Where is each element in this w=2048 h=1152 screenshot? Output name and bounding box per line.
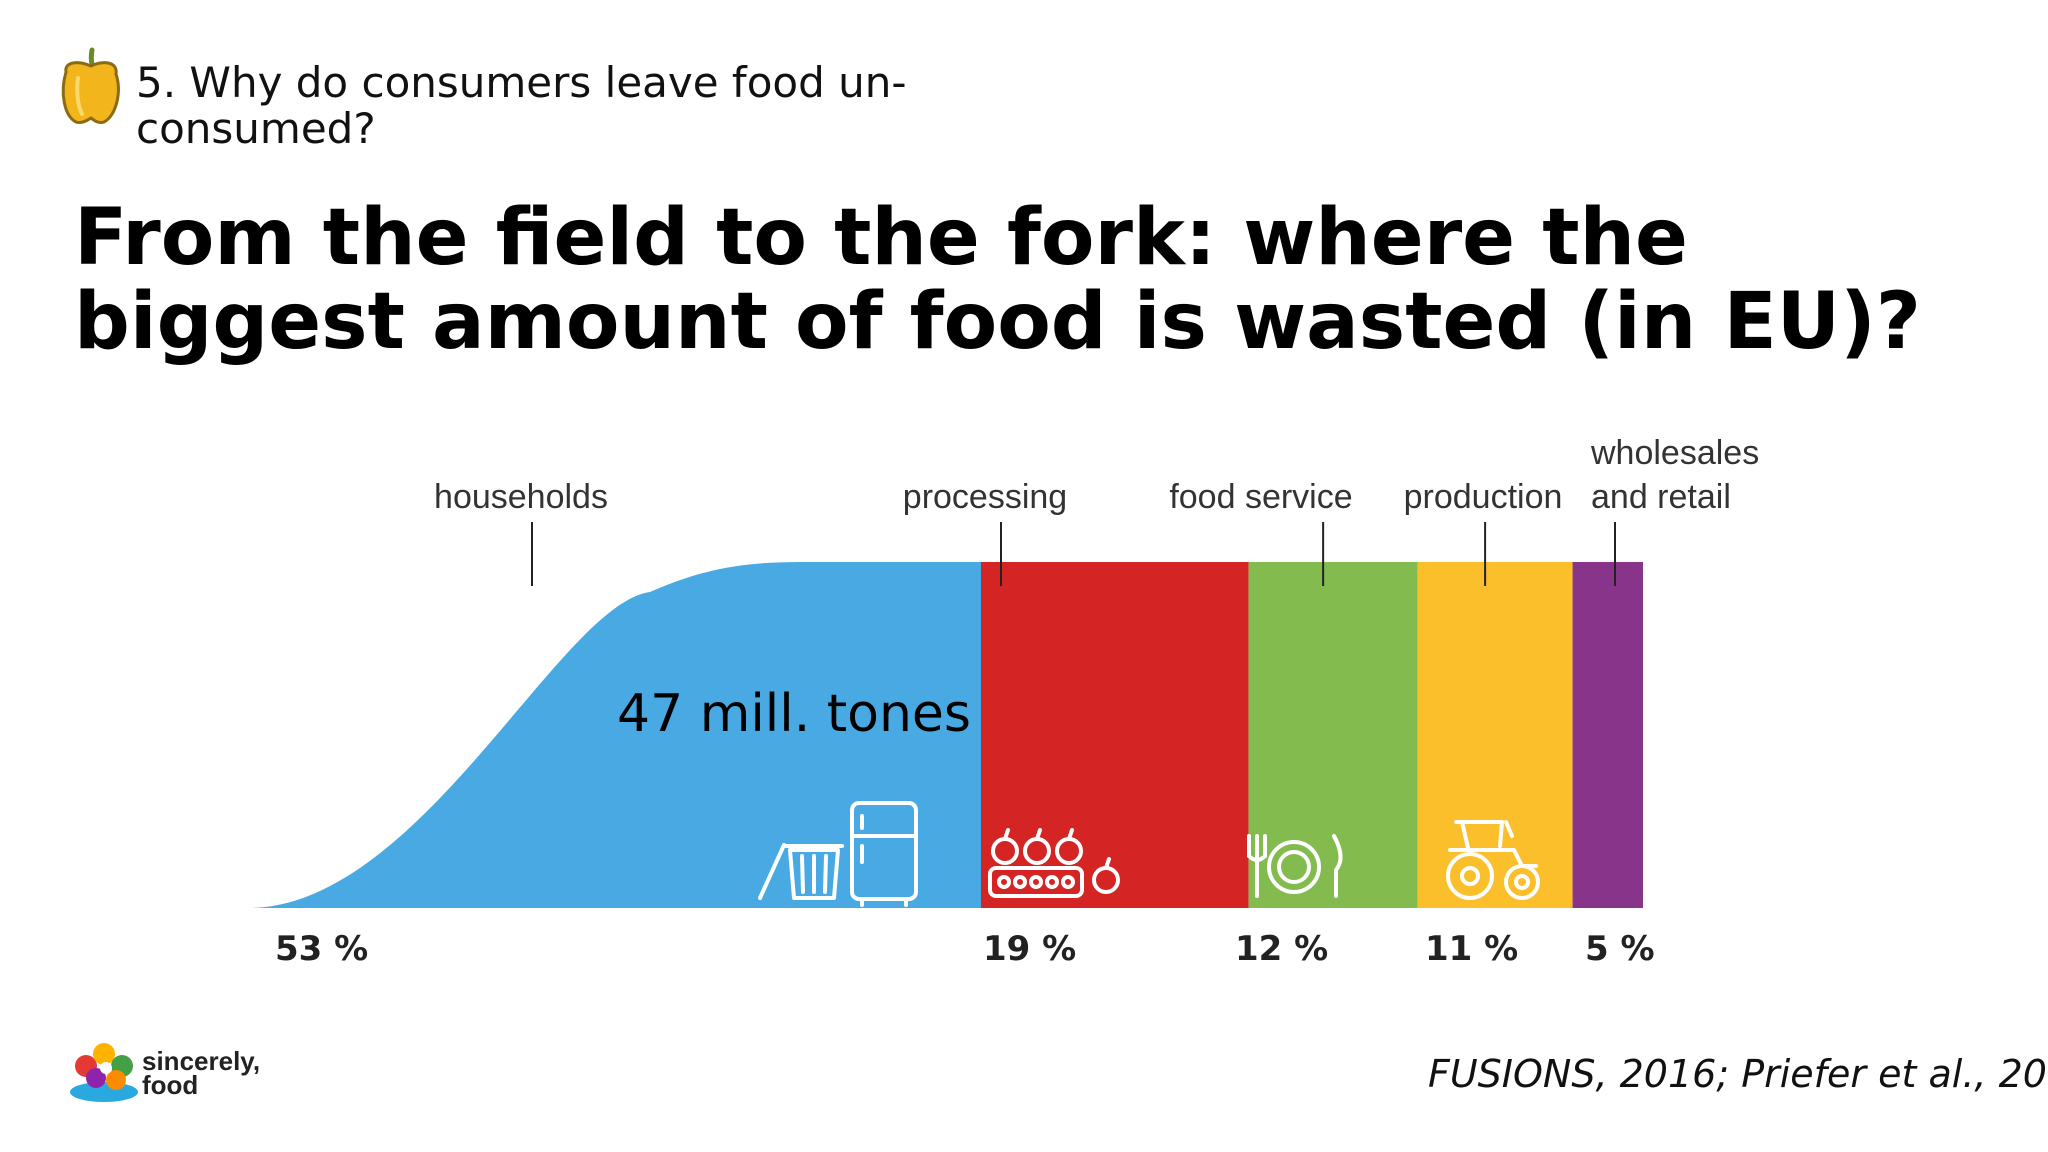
chart-icons <box>758 801 1540 907</box>
category-label-production: production <box>1404 478 1563 516</box>
source-citation: FUSIONS, 2016; Priefer et al., 2016 <box>1428 1052 2048 1096</box>
segment-wholesales-and-retail <box>1572 562 1643 908</box>
fridge-icon <box>850 801 918 907</box>
segment-households <box>248 562 981 908</box>
brand-logo-icon <box>70 1043 138 1102</box>
trash-bin-icon <box>758 843 844 900</box>
value-label-food-service: 12 % <box>1235 929 1328 969</box>
chart-annotation: 47 mill. tones <box>617 684 971 744</box>
category-label-processing: processing <box>903 478 1067 516</box>
value-label-households: 53 % <box>275 929 368 969</box>
plate-cutlery-icon <box>1247 834 1343 898</box>
category-label-line1: wholesales <box>1590 434 1759 472</box>
tractor-icon <box>1446 820 1540 900</box>
brand-name-line2: food <box>142 1070 199 1100</box>
page-title: From the field to the fork: where the bi… <box>74 193 1921 367</box>
chart-markers <box>531 522 1616 586</box>
segment-processing <box>981 562 1249 908</box>
category-label-line2: and retail <box>1591 478 1731 516</box>
conveyor-apples-icon <box>988 828 1120 898</box>
value-label-wholesales-and-retail: 5 % <box>1585 929 1655 969</box>
section-title: 5. Why do consumers leave food un-consum… <box>136 58 907 153</box>
value-label-production: 11 % <box>1425 929 1518 969</box>
category-label-households: households <box>434 478 608 516</box>
chart-labels: households processing food service producti… <box>275 434 1759 969</box>
segment-food-service <box>1248 562 1418 908</box>
category-label-food-service: food service <box>1169 478 1352 516</box>
value-label-processing: 19 % <box>983 929 1076 969</box>
segment-production <box>1417 562 1573 908</box>
brand-name-line1: sincerely, <box>142 1046 261 1076</box>
bell-pepper-icon <box>61 47 120 124</box>
